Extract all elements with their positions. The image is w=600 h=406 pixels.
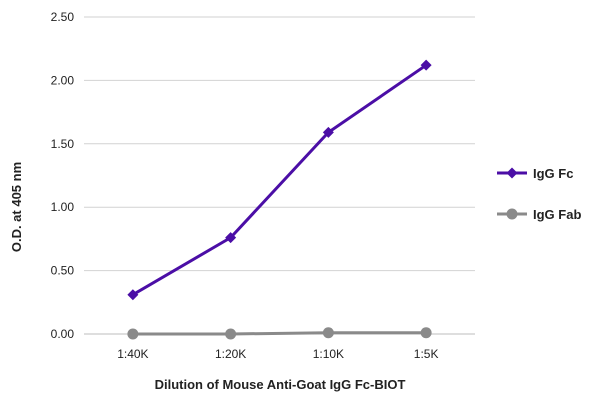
gridlines bbox=[84, 16, 475, 272]
data-point bbox=[225, 328, 237, 340]
data-point bbox=[127, 289, 139, 301]
legend: IgG Fc IgG Fab bbox=[497, 166, 581, 222]
data-point bbox=[322, 327, 334, 339]
data-point bbox=[420, 327, 432, 339]
x-axis-ticks: 1:40K 1:20K 1:10K 1:5K bbox=[117, 347, 438, 361]
legend-marker bbox=[506, 208, 518, 220]
y-tick-label: 0.50 bbox=[51, 264, 75, 278]
x-axis-title: Dilution of Mouse Anti-Goat IgG Fc-BIOT bbox=[155, 377, 406, 392]
y-tick-label: 2.50 bbox=[51, 10, 75, 24]
legend-marker bbox=[506, 167, 518, 179]
series-line-0 bbox=[132, 63, 427, 296]
series-line-1 bbox=[132, 331, 427, 336]
x-tick-label: 1:40K bbox=[117, 347, 148, 361]
data-point bbox=[225, 232, 237, 244]
x-tick-label: 1:5K bbox=[414, 347, 439, 361]
y-tick-label: 1.00 bbox=[51, 200, 75, 214]
y-axis-title: O.D. at 405 nm bbox=[9, 162, 24, 252]
y-tick-label: 2.00 bbox=[51, 73, 75, 87]
legend-label: IgG Fc bbox=[533, 166, 573, 181]
y-tick-label: 1.50 bbox=[51, 137, 75, 151]
series-layer bbox=[127, 59, 432, 340]
x-tick-label: 1:20K bbox=[215, 347, 246, 361]
y-tick-label: 0.00 bbox=[51, 327, 75, 341]
legend-label: IgG Fab bbox=[533, 207, 581, 222]
data-point bbox=[322, 126, 334, 138]
data-point bbox=[420, 59, 432, 71]
data-point bbox=[127, 328, 139, 340]
y-axis-ticks: 0.00 0.50 1.00 1.50 2.00 2.50 bbox=[51, 10, 75, 341]
x-tick-label: 1:10K bbox=[313, 347, 344, 361]
